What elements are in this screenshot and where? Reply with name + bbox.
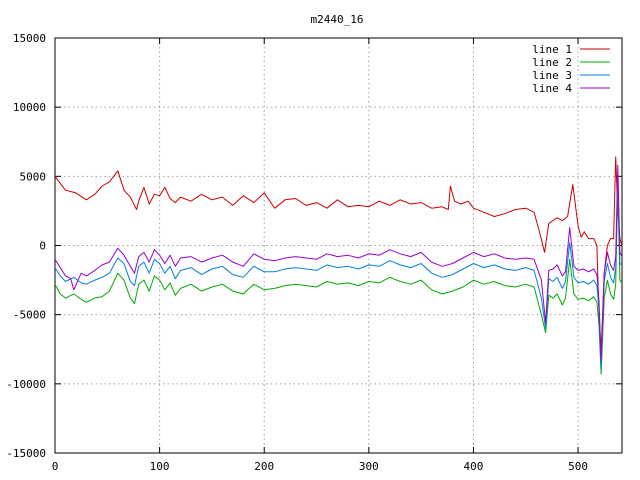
y-tick-label: -15000 (6, 447, 46, 460)
series-line-4 (54, 164, 623, 361)
y-tick-label: -10000 (6, 378, 46, 391)
y-tick-label: -5000 (13, 309, 46, 322)
legend-label: line 4 (532, 82, 572, 95)
grid-lines (55, 38, 622, 453)
x-tick-label: 500 (568, 460, 588, 473)
legend-label: line 2 (532, 56, 572, 69)
y-tick-label: 10000 (13, 101, 46, 114)
y-tick-label: 15000 (13, 32, 46, 45)
x-tick-label: 300 (359, 460, 379, 473)
legend-label: line 3 (532, 69, 572, 82)
x-tick-label: 0 (52, 460, 59, 473)
series-line-3 (54, 175, 623, 370)
x-tick-label: 200 (254, 460, 274, 473)
y-tick-label: 0 (39, 240, 46, 253)
x-tick-label: 100 (150, 460, 170, 473)
chart-title: m2440_16 (311, 13, 364, 26)
x-tick-label: 400 (464, 460, 484, 473)
legend-label: line 1 (532, 43, 572, 56)
series-line-2 (54, 184, 623, 375)
y-tick-label: 5000 (20, 170, 47, 183)
series-lines (54, 156, 623, 375)
axis-ticks: -15000 -10000 -5000 0 5000 10000 15000 0 100 200 3… (6, 32, 622, 473)
series-line-1 (54, 156, 623, 353)
